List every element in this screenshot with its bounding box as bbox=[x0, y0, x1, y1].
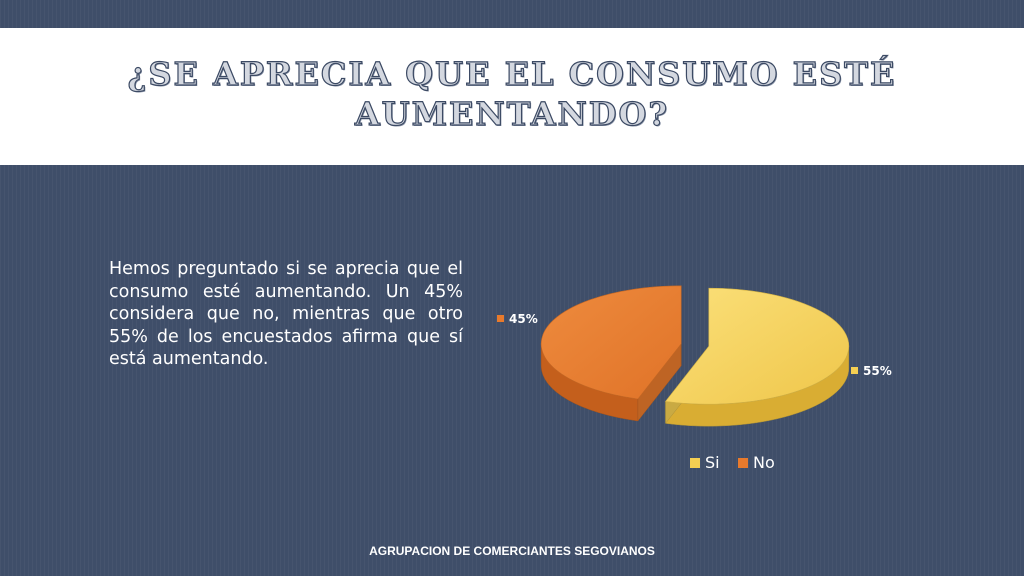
slide-title: ¿Se aprecia que el consumo esté aumentan… bbox=[127, 54, 897, 133]
chart-legend: Si No bbox=[690, 453, 775, 472]
pie-chart: 55% 45% Si No bbox=[497, 285, 892, 472]
legend-label: Si bbox=[705, 453, 720, 472]
data-label-text: 55% bbox=[863, 364, 892, 378]
slide-footer: AGRUPACION DE COMERCIANTES SEGOVIANOS bbox=[369, 544, 655, 558]
data-label-si: 55% bbox=[851, 364, 892, 378]
legend-swatch bbox=[690, 458, 700, 468]
pie-slice-si bbox=[665, 287, 850, 427]
pie-data-labels: 55% 45% bbox=[497, 312, 892, 378]
title-band bbox=[0, 28, 1024, 165]
pie-slice-no bbox=[540, 285, 682, 422]
slide-body-text: Hemos preguntado si se aprecia que el co… bbox=[109, 259, 463, 369]
data-label-no: 45% bbox=[497, 312, 538, 326]
legend-item-si: Si bbox=[690, 453, 720, 472]
legend-item-no: No bbox=[738, 453, 775, 472]
data-label-text: 45% bbox=[509, 312, 538, 326]
data-label-marker bbox=[497, 315, 504, 322]
pie-slices bbox=[540, 285, 850, 427]
legend-swatch bbox=[738, 458, 748, 468]
legend-label: No bbox=[753, 453, 775, 472]
data-label-marker bbox=[851, 367, 858, 374]
